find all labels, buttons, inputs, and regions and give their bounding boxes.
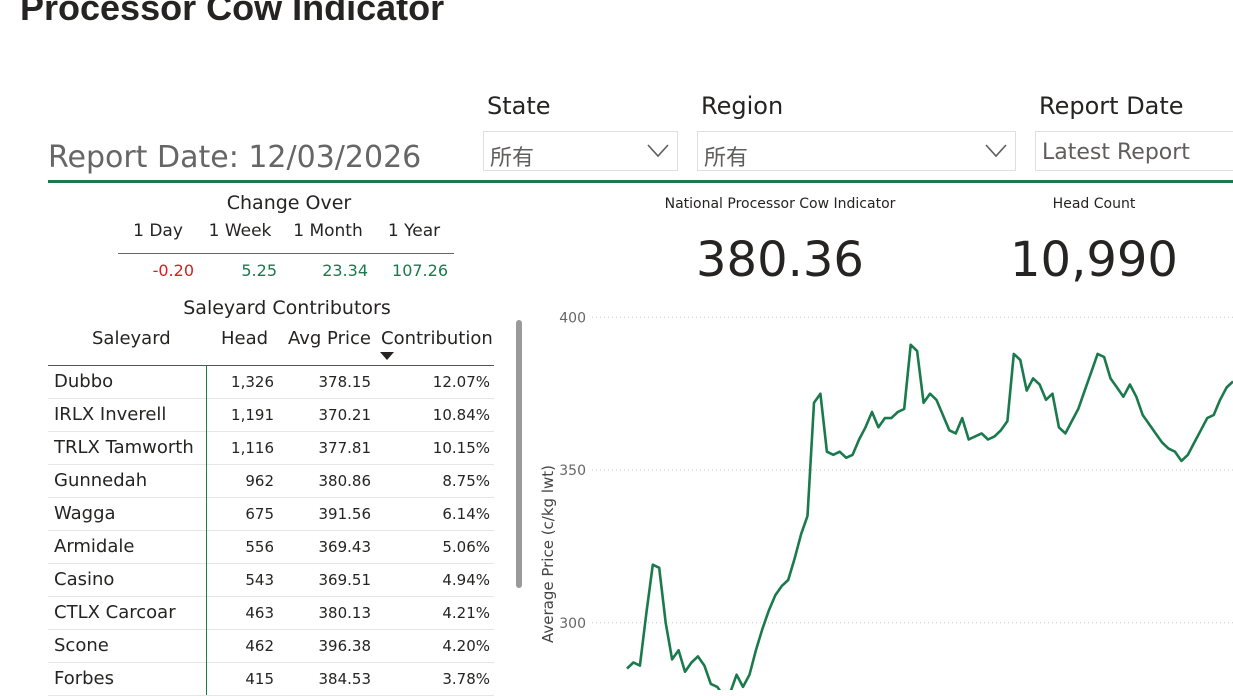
avg-price-cell: 384.53 — [318, 670, 372, 688]
head-count-kpi-label: Head Count — [1052, 196, 1136, 212]
saleyard-cell: Forbes — [54, 668, 115, 689]
chart-y-ticks: 300 350 400 — [559, 310, 586, 632]
contributors-table-body: Dubbo 1,326 378.15 12.07% IRLX Inverell 1,191… — [48, 366, 494, 696]
region-dropdown-value: 所有 — [704, 146, 749, 171]
contribution-cell: 10.84% — [432, 406, 490, 424]
avg-price-cell: 380.13 — [318, 604, 372, 622]
head-count-kpi-value: 10,990 — [1010, 232, 1178, 288]
column-header-avg-price[interactable]: Avg Price — [288, 328, 371, 349]
report-date-filter-label: Report Date — [1039, 92, 1184, 120]
head-cell: 1,326 — [231, 373, 274, 391]
saleyard-cell: Wagga — [54, 503, 116, 524]
state-dropdown[interactable]: 所有 — [483, 131, 678, 171]
head-cell: 1,116 — [231, 439, 274, 457]
period-label-1-week: 1 Week — [208, 221, 272, 241]
report-date-dropdown-value: Latest Report — [1042, 140, 1190, 165]
table-row[interactable]: Forbes 415 384.53 3.78% — [48, 663, 494, 696]
head-cell: 462 — [245, 637, 274, 655]
region-dropdown[interactable]: 所有 — [697, 131, 1016, 171]
avg-price-cell: 391.56 — [318, 505, 372, 523]
column-header-saleyard[interactable]: Saleyard — [92, 328, 171, 349]
chart-grid — [592, 316, 1233, 624]
contribution-cell: 10.15% — [432, 439, 490, 457]
head-cell: 675 — [245, 505, 274, 523]
avg-price-cell: 370.21 — [318, 406, 372, 424]
saleyard-cell: Scone — [54, 635, 109, 656]
report-date-dropdown[interactable]: Latest Report — [1035, 131, 1233, 171]
head-cell: 543 — [245, 571, 274, 589]
change-over-divider — [118, 253, 454, 254]
chevron-down-icon — [985, 144, 1007, 158]
period-value-1-month: 23.34 — [322, 261, 368, 280]
column-header-head[interactable]: Head — [221, 328, 269, 349]
table-column-divider — [206, 365, 207, 695]
y-tick-label: 400 — [559, 310, 586, 326]
indicator-kpi-label: National Processor Cow Indicator — [664, 196, 896, 212]
avg-price-cell: 369.51 — [318, 571, 372, 589]
head-cell: 556 — [245, 538, 274, 556]
period-label-1-month: 1 Month — [293, 221, 363, 241]
period-value-1-day: -0.20 — [152, 261, 194, 280]
chevron-down-icon — [647, 144, 669, 158]
period-label-1-day: 1 Day — [133, 221, 183, 241]
contribution-cell: 6.14% — [442, 505, 490, 523]
contribution-cell: 4.20% — [442, 637, 490, 655]
head-cell: 962 — [245, 472, 274, 490]
saleyard-cell: TRLX Tamworth — [54, 437, 194, 458]
table-header-rule — [48, 365, 494, 366]
price-line-chart: 300 350 400 Average Price (c/kg lwt) — [539, 310, 1233, 690]
saleyard-cell: Gunnedah — [54, 470, 148, 491]
table-row[interactable]: Scone 462 396.38 4.20% — [48, 630, 494, 663]
contribution-cell: 5.06% — [442, 538, 490, 556]
state-filter-label: State — [487, 92, 551, 120]
avg-price-cell: 378.15 — [318, 373, 372, 391]
avg-price-cell: 396.38 — [318, 637, 372, 655]
contribution-cell: 4.21% — [442, 604, 490, 622]
table-row[interactable]: Gunnedah 962 380.86 8.75% — [48, 465, 494, 498]
table-row[interactable]: Armidale 556 369.43 5.06% — [48, 531, 494, 564]
y-tick-label: 350 — [559, 463, 586, 479]
table-row[interactable]: TRLX Tamworth 1,116 377.81 10.15% — [48, 432, 494, 465]
contribution-cell: 4.94% — [442, 571, 490, 589]
change-over-title: Change Over — [226, 192, 352, 214]
avg-price-cell: 369.43 — [318, 538, 372, 556]
avg-price-cell: 380.86 — [318, 472, 372, 490]
table-row[interactable]: Casino 543 369.51 4.94% — [48, 564, 494, 597]
saleyard-cell: Dubbo — [54, 371, 114, 392]
state-dropdown-value: 所有 — [490, 146, 535, 171]
head-cell: 463 — [245, 604, 274, 622]
report-date-text: Report Date: 12/03/2026 — [48, 140, 422, 175]
page-title: Processor Cow Indicator — [20, 0, 445, 28]
column-header-contribution[interactable]: Contribution — [381, 328, 493, 349]
period-value-1-year: 107.26 — [392, 261, 448, 280]
y-tick-label: 300 — [559, 616, 586, 632]
period-value-1-week: 5.25 — [241, 261, 277, 280]
contributors-title: Saleyard Contributors — [183, 297, 391, 319]
saleyard-cell: Armidale — [54, 536, 135, 557]
region-filter-label: Region — [701, 92, 784, 120]
saleyard-cell: Casino — [54, 569, 115, 590]
table-scrollbar[interactable] — [516, 320, 522, 588]
avg-price-cell: 377.81 — [318, 439, 372, 457]
sort-descending-icon — [380, 352, 394, 360]
indicator-kpi-value: 380.36 — [696, 232, 864, 288]
table-row[interactable]: Dubbo 1,326 378.15 12.07% — [48, 366, 494, 399]
contribution-cell: 12.07% — [432, 373, 490, 391]
saleyard-cell: CTLX Carcoar — [54, 602, 176, 623]
table-row[interactable]: Wagga 675 391.56 6.14% — [48, 498, 494, 531]
head-cell: 1,191 — [231, 406, 274, 424]
table-row[interactable]: IRLX Inverell 1,191 370.21 10.84% — [48, 399, 494, 432]
series-line — [626, 343, 1233, 690]
saleyard-cell: IRLX Inverell — [54, 404, 167, 425]
period-label-1-year: 1 Year — [387, 221, 441, 241]
table-row[interactable]: CTLX Carcoar 463 380.13 4.21% — [48, 597, 494, 630]
y-axis-label: Average Price (c/kg lwt) — [539, 465, 557, 643]
head-cell: 415 — [245, 670, 274, 688]
contribution-cell: 3.78% — [442, 670, 490, 688]
contribution-cell: 8.75% — [442, 472, 490, 490]
header-divider — [48, 180, 1233, 183]
